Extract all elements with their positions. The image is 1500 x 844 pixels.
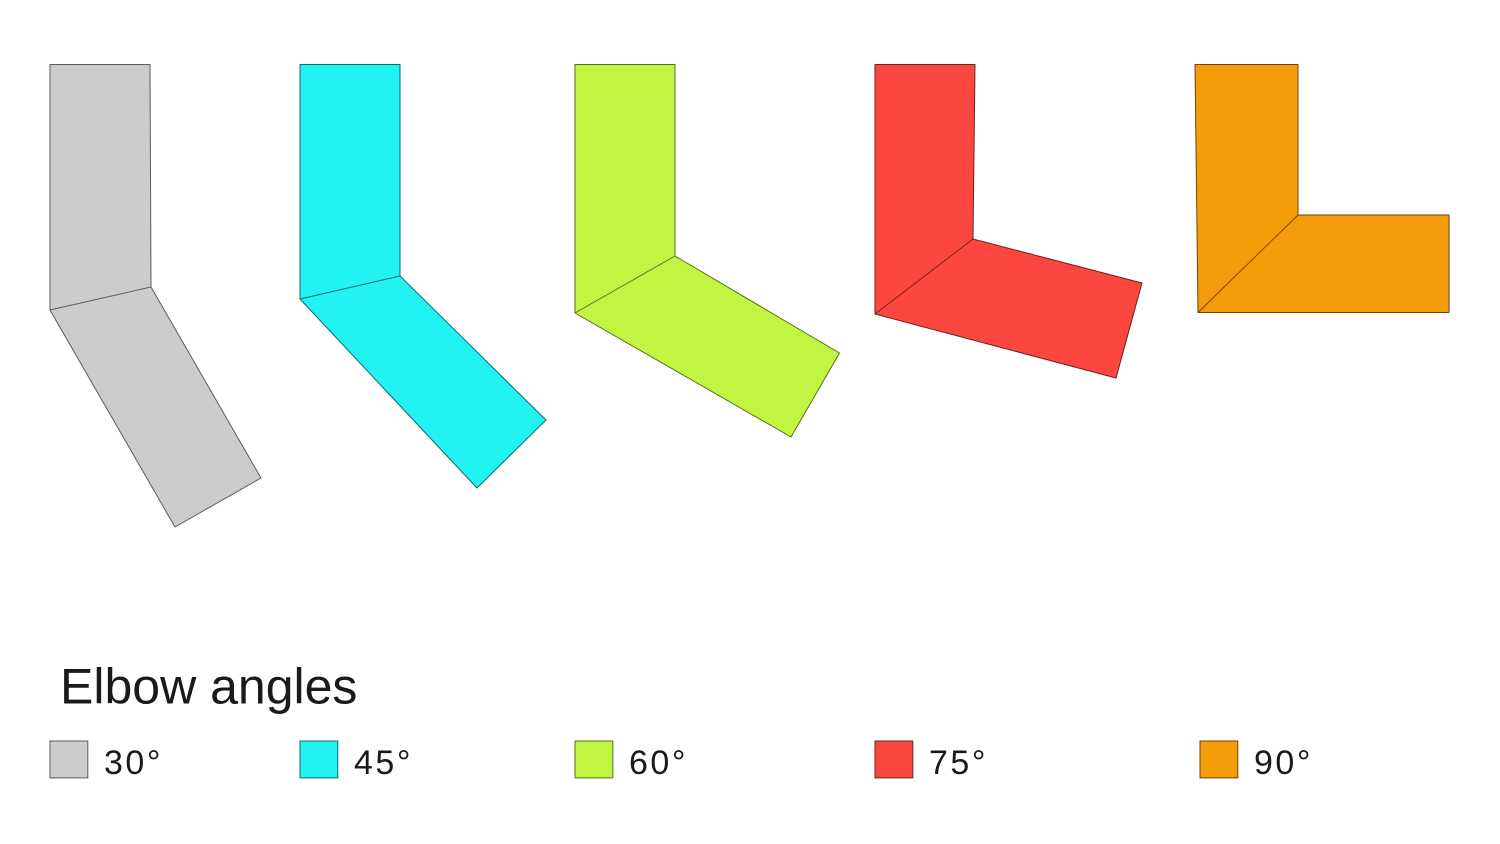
- svg-text:75°: 75°: [929, 744, 988, 782]
- svg-text:Elbow angles: Elbow angles: [60, 659, 357, 715]
- svg-text:90°: 90°: [1254, 744, 1313, 782]
- svg-text:60°: 60°: [629, 744, 688, 782]
- svg-text:30°: 30°: [104, 744, 163, 782]
- svg-text:45°: 45°: [354, 744, 413, 782]
